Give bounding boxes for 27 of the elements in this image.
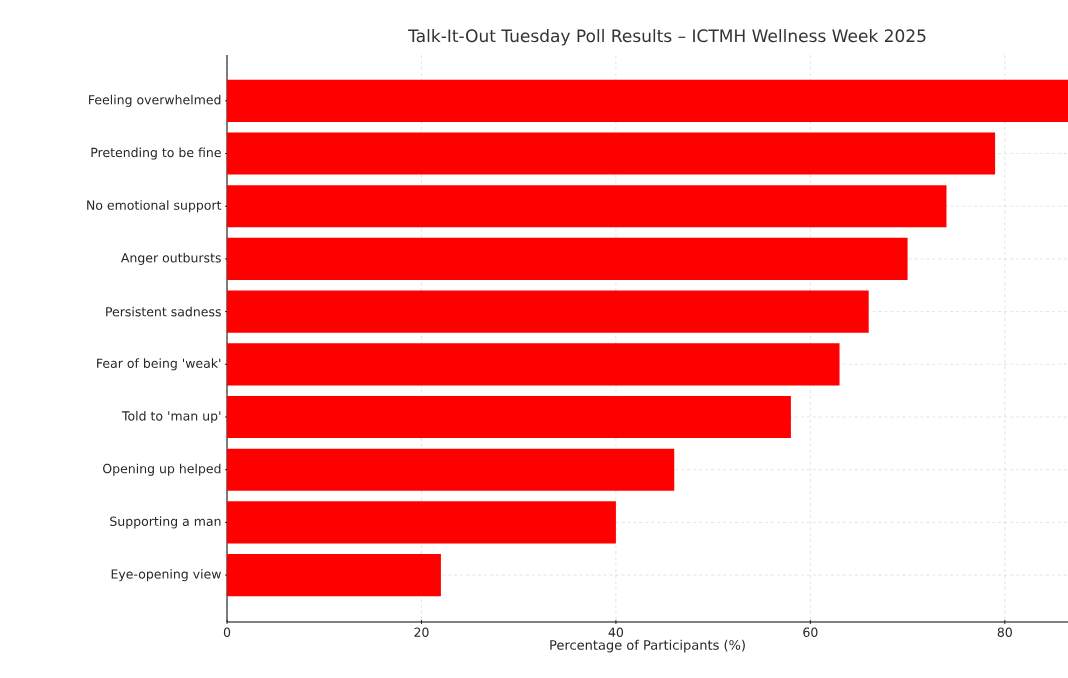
x-tick-label: 80 [997, 627, 1012, 637]
bar [227, 237, 908, 280]
bar [227, 185, 947, 228]
y-tick-label: Feeling overwhelmed [89, 94, 221, 107]
bar [227, 395, 791, 439]
y-tick-label: Persistent sadness [106, 306, 221, 317]
bar [227, 448, 675, 491]
bar [227, 290, 869, 333]
x-axis-title: Percentage of Participants (%) [550, 639, 745, 653]
x-tick-label: 40 [608, 627, 624, 637]
y-tick-label: Opening up helped [103, 463, 221, 476]
chart-title: Talk-It-Out Tuesday Poll Results – ICTMH Wellness Week 2025 [408, 29, 926, 46]
y-tick-label: Fear of being 'weak' [97, 358, 221, 371]
bar [227, 343, 840, 386]
x-tick-label: 0 [223, 627, 231, 637]
x-tick-label: 20 [414, 627, 429, 637]
bar [227, 554, 441, 597]
bar [227, 79, 1068, 122]
bar [227, 501, 616, 544]
y-tick-label: Told to 'man up' [121, 410, 221, 424]
y-tick-label: Pretending to be fine [91, 147, 221, 160]
x-tick-label: 60 [803, 627, 818, 637]
y-tick-label: Anger outbursts [120, 252, 221, 265]
bar [227, 132, 996, 175]
y-tick-label: Eye-opening view [111, 569, 221, 582]
y-tick-label: No emotional support [87, 200, 222, 213]
y-tick-label: Supporting a man [110, 516, 221, 529]
